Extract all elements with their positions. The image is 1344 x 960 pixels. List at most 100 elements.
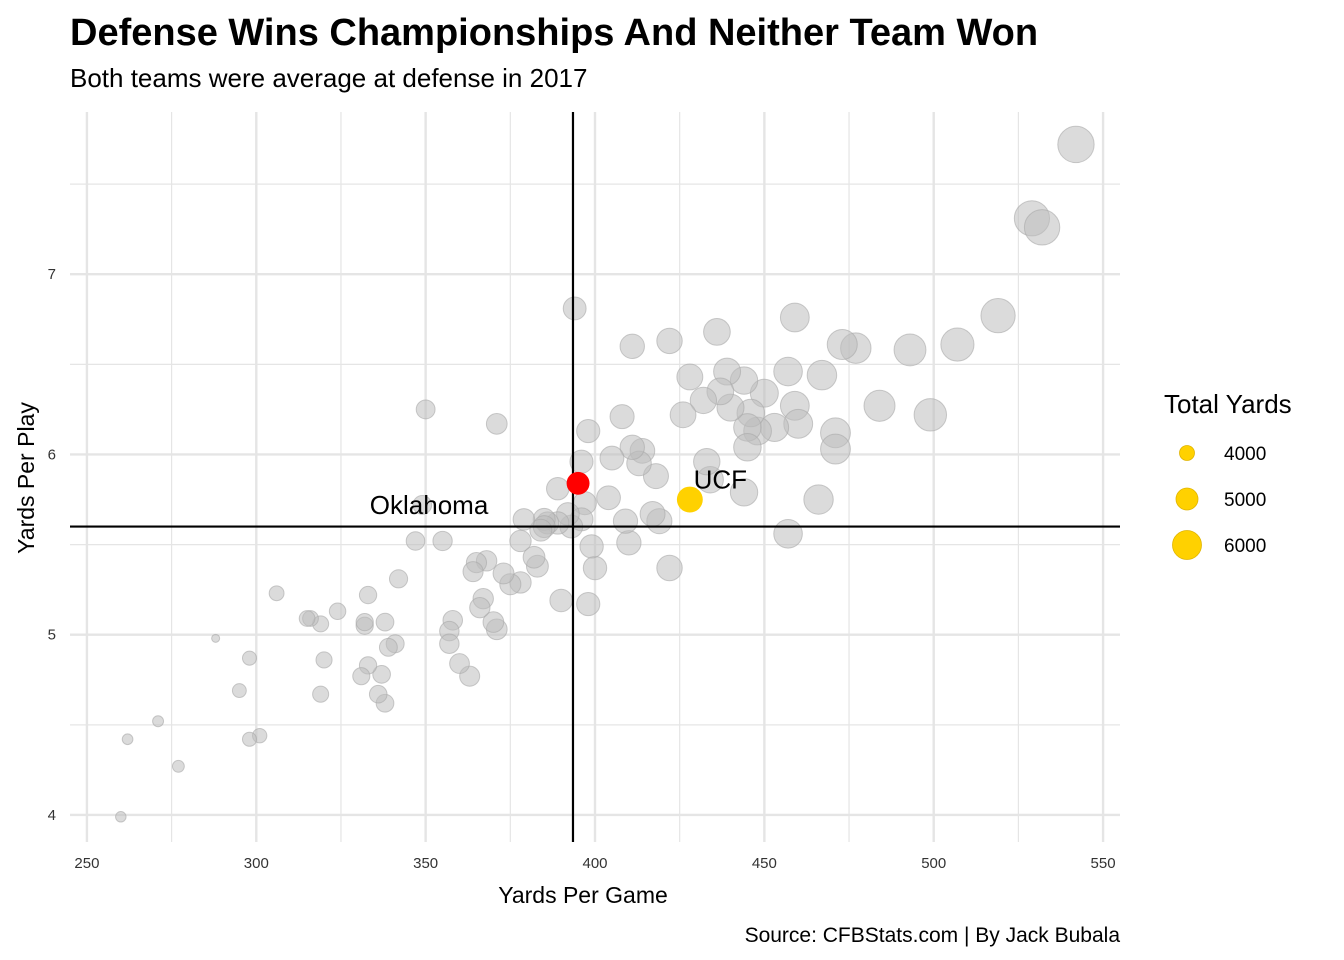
data-point <box>980 298 1016 334</box>
data-point <box>669 401 697 429</box>
data-point <box>1057 125 1095 164</box>
data-point <box>315 651 333 669</box>
data-point <box>171 759 185 773</box>
y-tick-label: 5 <box>48 627 56 644</box>
x-tick-label: 300 <box>244 855 269 872</box>
data-point <box>268 585 285 602</box>
data-point <box>522 545 546 569</box>
data-point <box>596 485 621 511</box>
data-point <box>576 591 601 617</box>
data-point <box>826 328 858 361</box>
data-point <box>803 484 834 515</box>
highlight-point-oklahoma <box>566 471 590 495</box>
data-point <box>612 508 639 534</box>
legend-key <box>1175 487 1199 511</box>
chart-title: Defense Wins Championships And Neither T… <box>70 12 1039 54</box>
data-point <box>449 653 470 674</box>
data-point <box>378 637 398 657</box>
chart-caption: Source: CFBStats.com | By Jack Bubala <box>744 924 1120 947</box>
data-point <box>529 518 553 542</box>
data-point <box>152 715 165 728</box>
x-tick-label: 450 <box>752 855 777 872</box>
major-gridlines <box>70 112 1120 842</box>
legend-label: 5000 <box>1224 490 1266 511</box>
data-point <box>693 447 721 476</box>
data-point <box>609 404 635 430</box>
data-point <box>1023 209 1061 246</box>
data-points <box>115 125 1095 823</box>
y-tick-label: 4 <box>48 807 56 824</box>
annotations: Oklahoma UCF <box>370 465 747 520</box>
data-point <box>733 432 762 462</box>
data-point <box>352 667 371 686</box>
legend-label: 4000 <box>1224 444 1266 465</box>
x-tick-label: 250 <box>74 855 99 872</box>
data-point <box>298 610 316 627</box>
data-point <box>773 518 803 549</box>
data-point <box>579 534 604 559</box>
data-point <box>482 611 505 633</box>
data-point <box>779 302 810 333</box>
data-point <box>231 683 247 699</box>
x-tick-label: 500 <box>921 855 946 872</box>
data-point <box>656 327 683 355</box>
data-point <box>676 363 704 391</box>
data-point <box>619 333 645 360</box>
data-point <box>211 633 221 643</box>
x-tick-label: 550 <box>1091 855 1116 872</box>
data-point <box>241 650 258 666</box>
data-point <box>469 597 491 619</box>
data-point <box>485 412 508 435</box>
data-point <box>773 356 803 387</box>
data-point <box>121 733 134 746</box>
data-point <box>328 602 347 621</box>
data-point <box>241 731 258 747</box>
legend-key <box>1179 445 1195 461</box>
data-point <box>576 418 601 444</box>
chart-subtitle: Both teams were average at defense in 20… <box>70 63 588 93</box>
legend-key <box>1172 530 1202 560</box>
y-tick-label: 6 <box>48 446 56 463</box>
data-point <box>355 612 374 632</box>
data-point <box>388 569 409 589</box>
data-point <box>312 685 330 703</box>
data-point <box>405 531 426 551</box>
y-tick-label: 7 <box>48 266 56 283</box>
data-point <box>703 318 731 346</box>
data-point <box>372 665 391 684</box>
data-point <box>415 399 436 420</box>
data-point <box>729 478 759 507</box>
data-point <box>616 530 642 556</box>
data-point <box>509 529 532 553</box>
annotation-label: Oklahoma <box>370 490 489 520</box>
data-point <box>913 398 948 432</box>
data-point <box>115 811 127 823</box>
data-point <box>492 562 515 585</box>
x-axis-title: Yards Per Game <box>498 882 668 908</box>
data-point <box>656 554 683 582</box>
data-point <box>375 612 395 632</box>
data-point <box>940 327 975 362</box>
x-tick-label: 350 <box>413 855 438 872</box>
data-point <box>546 477 570 501</box>
y-tick-labels: 4 5 6 7 <box>48 266 56 824</box>
data-point <box>562 296 587 321</box>
data-point <box>549 588 573 613</box>
data-point <box>619 434 645 460</box>
x-tick-labels: 250 300 350 400 450 500 550 <box>74 855 1115 872</box>
data-point <box>358 585 378 605</box>
data-point <box>439 633 460 654</box>
data-point <box>820 433 851 465</box>
data-point <box>893 333 927 367</box>
data-point <box>599 445 625 471</box>
data-point <box>639 500 666 527</box>
y-axis-title: Yards Per Play <box>13 402 39 554</box>
size-legend: Total Yards 4000 5000 6000 <box>1164 389 1292 560</box>
data-point <box>512 508 536 531</box>
legend-title: Total Yards <box>1164 389 1292 419</box>
data-point <box>462 561 484 583</box>
x-tick-label: 400 <box>582 855 607 872</box>
data-point <box>582 555 608 581</box>
data-point <box>368 684 388 704</box>
highlight-point-ucf <box>676 486 703 513</box>
